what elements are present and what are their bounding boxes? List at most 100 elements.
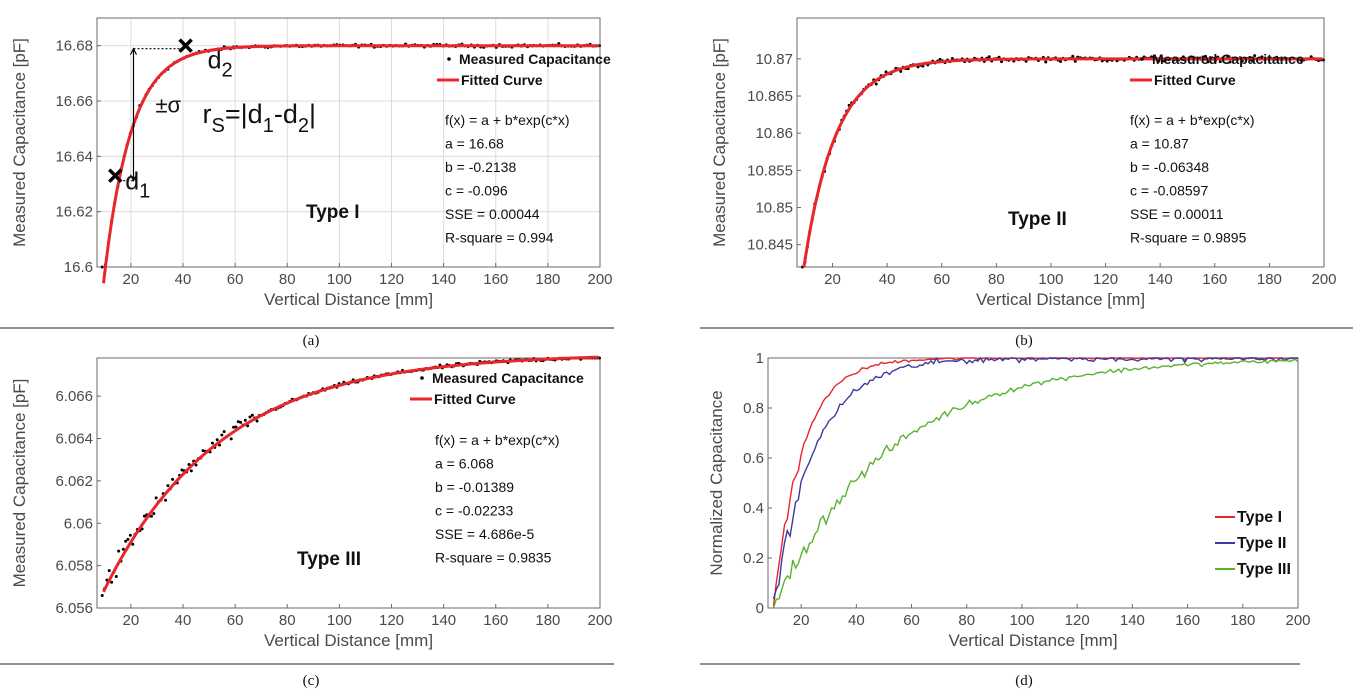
- fit-text-line: a = 16.68: [445, 136, 504, 152]
- y-tick-label: 0.4: [743, 500, 764, 517]
- data-point: [210, 441, 214, 445]
- legend-marker-measured: [420, 376, 424, 380]
- data-point: [248, 415, 252, 419]
- x-tick-label: 40: [879, 271, 896, 288]
- plot-frame: [96, 357, 601, 609]
- data-point: [100, 594, 104, 598]
- x-tick-label: 80: [988, 271, 1005, 288]
- x-tick-label: 200: [587, 271, 612, 288]
- y-tick-label: 0.2: [743, 550, 764, 567]
- x-tick-label: 20: [793, 612, 810, 629]
- fit-text-line: c = -0.02233: [435, 503, 513, 519]
- arrowhead-up-icon: [129, 47, 138, 55]
- data-point: [1203, 54, 1207, 58]
- fit-text-line: c = -0.08597: [1130, 183, 1208, 199]
- plot-frame: [96, 17, 601, 268]
- data-point: [597, 356, 601, 360]
- x-tick-label: 100: [1038, 271, 1063, 288]
- data-point: [222, 430, 226, 434]
- x-axis-label: Vertical Distance [mm]: [976, 290, 1145, 309]
- fit-text-line: SSE = 4.686e-5: [435, 526, 534, 542]
- data-point: [126, 537, 130, 541]
- data-point: [189, 469, 193, 473]
- chart-panel-c: 20 40 60 80 100 120 140 160 180 200 6.056 6.058 6.06…: [10, 355, 613, 650]
- data-point: [1073, 59, 1077, 63]
- data-point: [107, 569, 111, 573]
- x-tick-label: 200: [1311, 271, 1336, 288]
- x-tick-label: 160: [483, 271, 508, 288]
- y-tick-label: 1: [756, 350, 764, 367]
- data-point: [232, 425, 236, 429]
- data-point: [154, 496, 158, 500]
- series-line-2: [772, 356, 1298, 600]
- y-tick-label: 16.68: [55, 38, 93, 55]
- caption-c: (c): [303, 673, 320, 689]
- data-point: [1105, 59, 1109, 63]
- x-tick-label: 40: [175, 612, 192, 629]
- formula-label: rS=|d1-d2|: [203, 99, 316, 137]
- x-tick-label: 40: [848, 612, 865, 629]
- data-point: [938, 57, 942, 61]
- y-tick-label: 10.865: [747, 88, 793, 105]
- data-point: [152, 512, 156, 516]
- fit-text-line: c = -0.096: [445, 183, 508, 199]
- fit-text-line: R-square = 0.9895: [1130, 230, 1247, 246]
- x-tick-label: 60: [227, 612, 244, 629]
- data-point: [1206, 60, 1210, 64]
- y-tick-label: 6.056: [55, 600, 93, 617]
- fit-text-line: a = 10.87: [1130, 136, 1189, 152]
- y-axis-label: Normalized Capacitance: [707, 390, 726, 575]
- data-point: [110, 580, 114, 584]
- d1-label: d1: [125, 168, 150, 203]
- series-line-3: [772, 358, 1299, 609]
- fit-text-line: b = -0.2138: [445, 159, 516, 175]
- y-axis-label: Measured Capacitance [pF]: [10, 379, 29, 588]
- fit-text-line: f(x) = a + b*exp(c*x): [445, 112, 570, 128]
- x-tick-label: 160: [483, 612, 508, 629]
- y-tick-label: 16.6: [64, 259, 93, 276]
- x-tick-label: 120: [1065, 612, 1090, 629]
- type-label: Type III: [297, 549, 361, 570]
- d2-marker-icon: [178, 38, 193, 53]
- x-tick-label: 60: [903, 612, 920, 629]
- y-tick-label: 6.06: [64, 515, 93, 532]
- y-axis-label: Measured Capacitance [pF]: [710, 38, 729, 247]
- arrowhead-down-icon: [129, 174, 138, 183]
- data-point: [1059, 60, 1062, 64]
- y-tick-label: 0: [756, 600, 764, 617]
- data-point: [201, 449, 205, 453]
- fit-text-line: R-square = 0.994: [445, 230, 554, 246]
- y-tick-label: 10.845: [747, 237, 793, 254]
- d2-label: d2: [208, 47, 233, 82]
- fitted-curve: [102, 44, 599, 284]
- x-tick-label: 100: [1009, 612, 1034, 629]
- data-point: [1218, 60, 1222, 64]
- data-point: [215, 438, 219, 442]
- x-tick-label: 60: [933, 271, 950, 288]
- y-tick-label: 10.855: [747, 162, 793, 179]
- y-tick-label: 16.66: [55, 93, 93, 110]
- data-point: [874, 82, 878, 86]
- x-tick-label: 160: [1202, 271, 1227, 288]
- legend-label-series: Type I: [1237, 509, 1282, 526]
- data-point: [180, 468, 184, 472]
- fit-text-line: f(x) = a + b*exp(c*x): [435, 432, 560, 448]
- fit-text-line: b = -0.06348: [1130, 159, 1209, 175]
- legend-label-fit: Fitted Curve: [1154, 72, 1236, 88]
- y-tick-label: 6.066: [55, 388, 93, 405]
- x-tick-label: 140: [431, 612, 456, 629]
- y-tick-label: 0.6: [743, 450, 764, 467]
- fit-text-line: a = 6.068: [435, 456, 494, 472]
- data-point: [1253, 54, 1257, 58]
- x-tick-label: 180: [1230, 612, 1255, 629]
- x-tick-label: 180: [535, 271, 560, 288]
- legend-label-measured: Measured Capacitance: [459, 51, 611, 67]
- x-tick-label: 140: [431, 271, 456, 288]
- chart-panel-b: 20 40 60 80 100 120 140 160 180 200 10.845 10.85 10.…: [710, 17, 1337, 309]
- data-point: [229, 437, 233, 441]
- data-point: [239, 420, 243, 424]
- legend-marker-measured: [447, 57, 451, 61]
- x-tick-label: 180: [535, 612, 560, 629]
- plot-frame: [796, 17, 1325, 268]
- d1-marker-icon: [108, 168, 123, 183]
